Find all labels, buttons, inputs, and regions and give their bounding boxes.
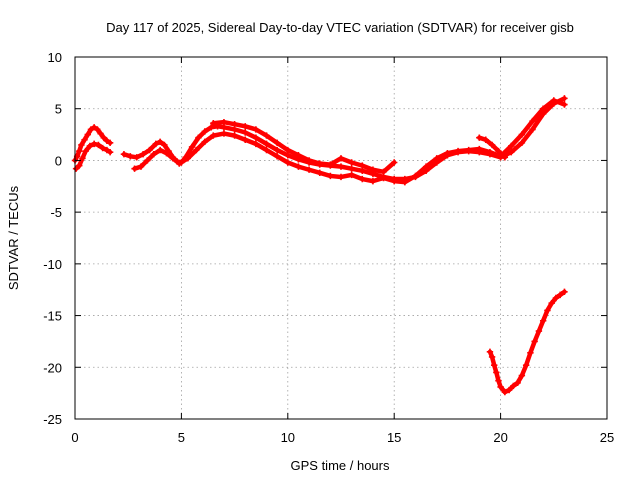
chart-title: Day 117 of 2025, Sidereal Day-to-day VTE… xyxy=(106,20,574,35)
data-trace xyxy=(519,118,535,137)
x-tick-label: 5 xyxy=(178,430,185,445)
y-tick-label: -20 xyxy=(43,360,62,375)
x-tick-label: 25 xyxy=(600,430,614,445)
data-point xyxy=(106,148,114,156)
plot-frame xyxy=(74,56,608,420)
data-trace xyxy=(381,160,397,175)
series-main-arc-1b xyxy=(72,140,114,172)
y-tick-label: 5 xyxy=(55,102,62,117)
y-tick-label: -15 xyxy=(43,309,62,324)
data-trace xyxy=(508,132,525,149)
x-tick-label: 10 xyxy=(281,430,295,445)
data-trace xyxy=(540,101,557,117)
data-point xyxy=(391,159,398,166)
data-trace xyxy=(496,148,508,160)
data-trace xyxy=(530,111,546,132)
data-points xyxy=(71,95,568,396)
x-tick-label: 15 xyxy=(387,430,401,445)
x-tick-label: 0 xyxy=(71,430,78,445)
series-lower-arc xyxy=(486,288,568,396)
y-tick-label: 10 xyxy=(48,50,62,65)
data-trace xyxy=(530,106,546,124)
tick-labels: 0 5 10 15 20 25 -25 -20 -15 -10 -5 0 5 10 xyxy=(43,50,614,445)
y-axis-label: SDTVAR / TECUs xyxy=(6,185,21,290)
x-axis-label: GPS time / hours xyxy=(291,458,390,473)
data-trace xyxy=(413,164,429,179)
y-tick-label: 0 xyxy=(55,153,62,168)
y-tick-label: -10 xyxy=(43,257,62,272)
data-trace xyxy=(508,140,525,155)
x-tick-label: 20 xyxy=(493,430,507,445)
data-trace xyxy=(519,127,535,146)
y-tick-label: -5 xyxy=(50,205,62,220)
series-main-arc-2b xyxy=(131,97,568,186)
data-point xyxy=(561,95,568,102)
series-main-arc-1 xyxy=(71,124,114,164)
data-point xyxy=(501,154,509,161)
data-point xyxy=(561,288,568,295)
series-main-arc-2c xyxy=(210,118,509,176)
axis-ticks xyxy=(74,56,608,420)
y-tick-label: -25 xyxy=(43,412,62,427)
data-point xyxy=(561,101,568,108)
series-main-arc-2 xyxy=(120,95,568,183)
data-point xyxy=(106,139,114,147)
